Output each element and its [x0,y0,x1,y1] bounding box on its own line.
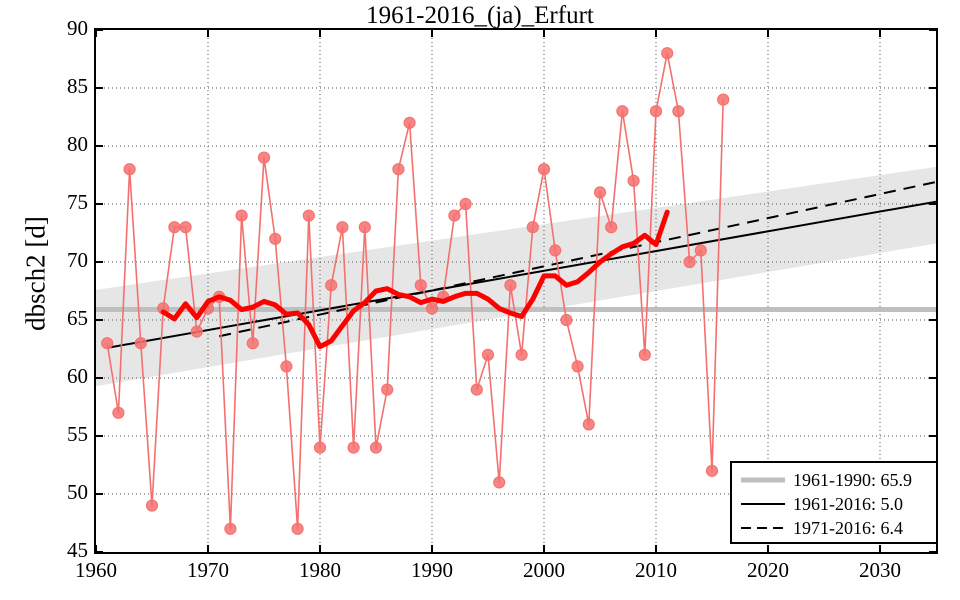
data-point [381,383,394,396]
smoothed-trend-line [160,209,670,350]
x-tick-label: 2010 [635,558,677,582]
data-point [459,197,472,211]
x-tick-label: 1980 [299,558,341,582]
data-point [392,163,405,176]
data-point [325,279,338,292]
data-point [246,337,259,350]
data-point [638,348,651,361]
data-point [470,383,483,396]
legend-label: 1961-1990: 65.9 [793,469,912,490]
y-tick-label: 80 [67,132,88,156]
data-point [134,337,147,350]
data-point [269,232,282,245]
data-point [515,348,528,361]
data-point [358,221,371,234]
trend-1961-2016 [107,200,936,349]
x-tick-label: 2020 [747,558,789,582]
data-point [593,186,607,199]
data-point [582,418,595,431]
data-point [313,441,327,454]
y-tick-label: 50 [67,480,88,504]
data-point [414,279,427,292]
x-tick-label: 2000 [523,558,565,582]
data-point [661,47,674,60]
data-point [616,105,629,118]
x-tick-label: 1990 [411,558,453,582]
data-point [549,244,562,257]
y-tick-label: 90 [67,16,88,40]
chart-legend: 1961-1990: 65.9 1961-2016: 5.0 1971-2016… [730,461,938,544]
data-point [168,221,181,234]
y-tick-label: 85 [67,74,88,98]
data-point [302,209,315,222]
data-point [101,337,114,350]
legend-key-dashed-line-icon [739,518,787,538]
data-point [493,476,506,489]
x-tick-label: 1970 [187,558,229,582]
data-point [649,105,663,118]
data-point [481,348,495,361]
x-tick-label: 2030 [859,558,901,582]
data-point [235,209,248,222]
data-point [627,174,640,187]
data-point [425,302,439,315]
data-point [369,441,383,454]
y-tick-label: 70 [67,248,88,272]
plot-canvas [96,30,936,552]
data-point [280,360,293,373]
data-point [257,151,271,164]
data-point [672,105,685,118]
chart-title: 1961-2016_(ja)_Erfurt [366,2,594,29]
data-point [145,499,159,512]
legend-item: 1961-1990: 65.9 [739,468,929,492]
data-point [571,360,584,373]
data-point [112,406,125,419]
y-tick-label: 65 [67,306,88,330]
y-tick-label: 75 [67,190,88,214]
data-point [717,93,730,106]
data-point [504,279,517,292]
y-tick-label: 60 [67,364,88,388]
data-point [291,522,304,535]
y-tick-label: 45 [67,538,88,562]
legend-label: 1961-2016: 5.0 [793,493,903,514]
y-axis-tick-labels: 45 50 55 60 65 70 75 80 85 90 [0,0,88,600]
data-point [179,221,192,234]
data-point [537,163,551,176]
data-point [694,244,707,257]
x-tick-label: 1960 [75,558,117,582]
data-point [123,163,136,176]
legend-item: 1961-2016: 5.0 [739,492,929,516]
legend-item: 1971-2016: 6.4 [739,516,929,540]
trend-1971-2016 [218,180,936,338]
data-point [403,116,416,129]
legend-key-line-icon [739,470,787,490]
x-axis-tick-labels: 1960 1970 1980 1990 2000 2010 2020 2030 [0,558,960,594]
legend-label: 1971-2016: 6.4 [793,517,903,538]
data-point [705,464,719,477]
y-tick-label: 55 [67,422,88,446]
data-point [560,313,573,327]
data-point [224,522,237,535]
data-point [683,255,696,269]
data-point [347,441,360,454]
data-point [448,209,461,222]
data-point [526,221,539,234]
data-point [605,221,618,234]
legend-key-line-icon [739,494,787,514]
data-point [190,325,203,338]
data-point [336,221,349,234]
